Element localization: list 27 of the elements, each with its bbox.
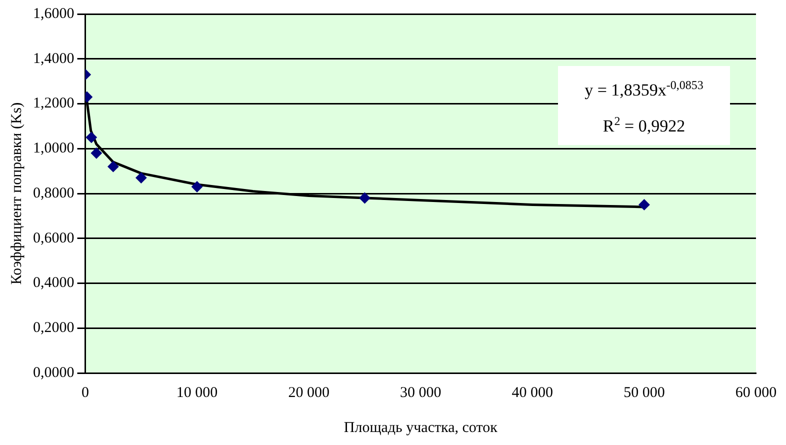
point	[86, 132, 97, 143]
y-tick-label: 0,4000	[33, 275, 74, 292]
point	[359, 192, 370, 204]
y-tick-label: 1,4000	[33, 50, 74, 67]
y-tick-label: 0,8000	[33, 185, 74, 202]
y-tick-label: 1,2000	[33, 96, 74, 112]
x-tick-label: 60 000	[735, 384, 777, 401]
x-tick-label: 0	[82, 384, 89, 401]
annotation: y = 1,8359x$^{-0,0853}$	[584, 77, 704, 102]
y-tick-label: 0,0000	[33, 364, 74, 381]
y-tick-label: 0,2000	[33, 320, 74, 336]
x-tick-label: 10 000	[176, 384, 218, 401]
y-tick-label: 1,0000	[33, 140, 74, 157]
x-tick-label: 30 000	[400, 384, 442, 401]
x-axis-title: Площадь участка, соток	[344, 420, 498, 436]
y-tick-label: 0,6000	[33, 230, 74, 246]
x-tick-label: 20 000	[288, 384, 330, 401]
y-axis-title: Коэффициент поправки (Ks)	[8, 102, 25, 285]
annotation: R$^{2}$ = 0,9922	[602, 112, 686, 138]
point	[638, 199, 650, 210]
point	[90, 148, 102, 159]
x-tick-label: 50 000	[624, 384, 665, 401]
point	[108, 161, 119, 172]
x-tick-label: 40 000	[512, 384, 554, 401]
point	[192, 181, 203, 192]
point	[136, 172, 147, 184]
y-tick-label: 1,6000	[33, 6, 74, 22]
